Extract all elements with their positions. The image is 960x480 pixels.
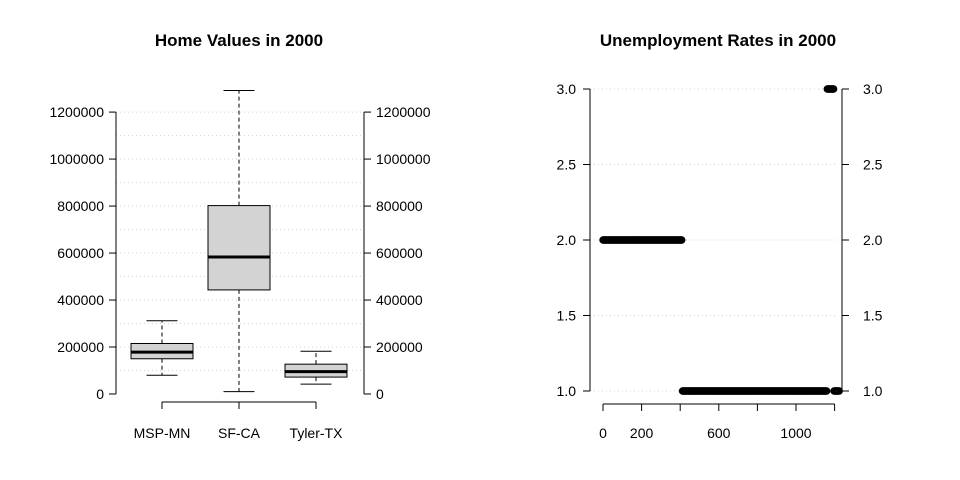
right-y-tick-label: 1200000 <box>376 104 431 120</box>
point-run-1 <box>678 387 831 395</box>
home-values-x-axis: MSP-MN SF-CA Tyler-TX <box>134 401 344 441</box>
box-sf-ca <box>207 89 271 393</box>
unemployment-points <box>599 85 843 395</box>
y-tick-label: 600000 <box>57 245 104 261</box>
unemployment-left-axis: 1.0 1.5 2.0 2.5 3.0 <box>557 81 591 399</box>
point-run-0 <box>599 236 686 244</box>
right-y-tick-label: 400000 <box>376 292 423 308</box>
y-tick-label: 2.0 <box>557 232 577 248</box>
data-point <box>678 236 686 244</box>
right-y-tick-label: 800000 <box>376 198 423 214</box>
x-tick-label: 1000 <box>780 425 811 441</box>
home-values-right-axis: 0 200000 400000 600000 800000 1000000 1200000 <box>363 104 431 402</box>
x-tick-label: 200 <box>630 425 654 441</box>
right-y-tick-label: 200000 <box>376 339 423 355</box>
y-tick-label: 1000000 <box>49 151 104 167</box>
data-point <box>829 85 838 93</box>
home-values-title: Home Values in 2000 <box>155 31 323 50</box>
right-y-tick-label: 2.5 <box>863 157 883 173</box>
right-y-tick-label: 1.5 <box>863 308 883 324</box>
box-tyler-tx <box>284 350 348 385</box>
x-tick-label: 0 <box>599 425 607 441</box>
home-values-left-axis: 0 200000 400000 600000 800000 1000000 1200000 <box>49 104 117 402</box>
unemployment-x-axis: 0 200 600 1000 <box>599 403 836 441</box>
right-y-tick-label: 1.0 <box>863 383 883 399</box>
unemployment-chart: Unemployment Rates in 2000 1.0 1.5 2.0 2.5 3… <box>557 31 883 441</box>
y-tick-label: 0 <box>96 386 104 402</box>
data-point <box>822 387 831 395</box>
home-values-boxes <box>130 89 348 393</box>
home-values-chart: Home Values in 2000 0 200000 400000 600000 8… <box>49 31 430 441</box>
point-run-2 <box>823 85 838 93</box>
y-tick-label: 800000 <box>57 198 104 214</box>
x-tick-label: MSP-MN <box>134 425 191 441</box>
x-tick-label: Tyler-TX <box>290 425 344 441</box>
box-msp-mn <box>130 320 194 376</box>
data-point <box>835 387 843 395</box>
y-tick-label: 1.0 <box>557 383 577 399</box>
right-y-tick-label: 2.0 <box>863 232 883 248</box>
right-y-tick-label: 600000 <box>376 245 423 261</box>
right-y-tick-label: 3.0 <box>863 81 883 97</box>
y-tick-label: 2.5 <box>557 157 577 173</box>
y-tick-label: 3.0 <box>557 81 577 97</box>
right-y-tick-label: 1000000 <box>376 151 431 167</box>
box-iqr <box>207 205 271 291</box>
unemployment-right-axis: 1.0 1.5 2.0 2.5 3.0 <box>841 81 883 399</box>
y-tick-label: 200000 <box>57 339 104 355</box>
right-y-tick-label: 0 <box>376 386 384 402</box>
y-tick-label: 400000 <box>57 292 104 308</box>
y-tick-label: 1200000 <box>49 104 104 120</box>
x-tick-label: SF-CA <box>218 425 261 441</box>
unemployment-title: Unemployment Rates in 2000 <box>600 31 836 50</box>
y-tick-label: 1.5 <box>557 308 577 324</box>
point-run-3 <box>830 387 843 395</box>
x-tick-label: 600 <box>707 425 731 441</box>
